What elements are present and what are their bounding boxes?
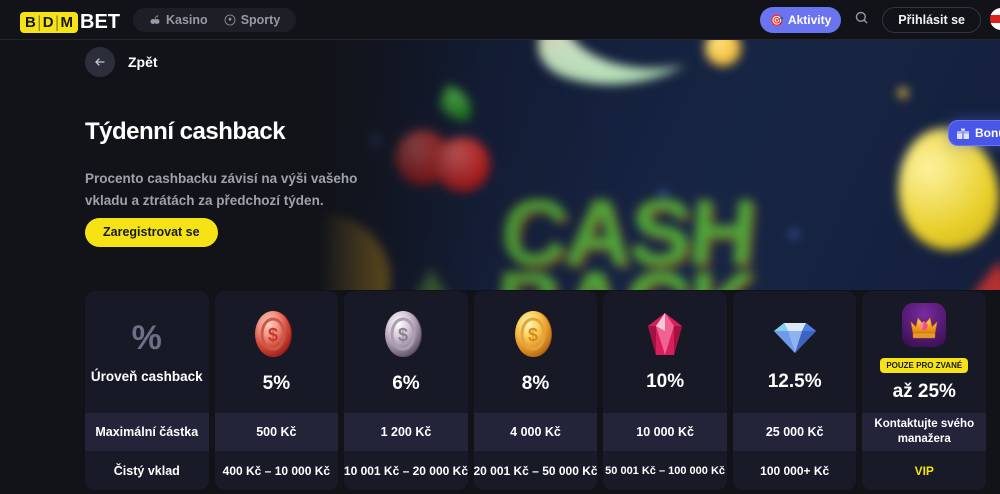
svg-text:$: $ [268, 325, 278, 345]
svg-text:$: $ [398, 325, 408, 345]
svg-text:$: $ [528, 325, 538, 345]
